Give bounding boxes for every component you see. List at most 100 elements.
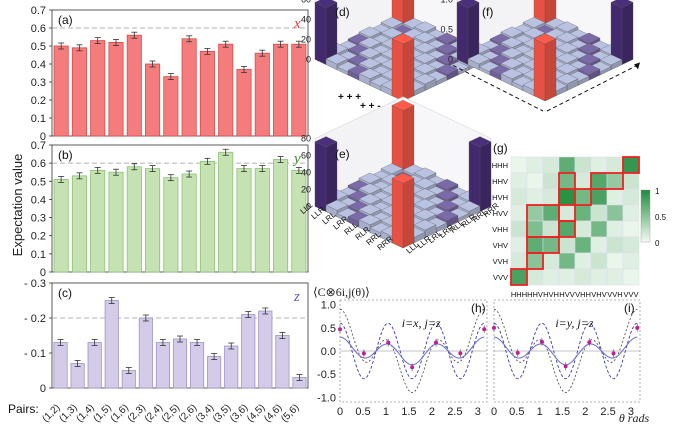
col-label: VHH bbox=[575, 290, 591, 299]
bar3d-top bbox=[413, 198, 437, 210]
y-tick-label: 0.2 bbox=[31, 95, 46, 107]
arrow-head bbox=[634, 62, 640, 70]
y-tick-label: 0 bbox=[40, 267, 46, 279]
heatmap-cell bbox=[558, 156, 576, 174]
y-tick-label: - 0.2 bbox=[24, 313, 46, 325]
bar-panel-a: 0 0.1 0.2 0.3 0.4 0.5 0.6 0.7 (a) x bbox=[31, 5, 309, 143]
bar3d-top bbox=[391, 33, 415, 45]
heatmap-cell bbox=[510, 268, 528, 286]
data-point bbox=[563, 364, 568, 369]
panel-label: (f) bbox=[482, 5, 493, 19]
highlight-box bbox=[510, 268, 528, 286]
correlation-x-label: θ rads bbox=[619, 411, 650, 425]
col-label: HHV bbox=[527, 290, 543, 299]
z-tick-label: 20 bbox=[301, 184, 311, 194]
bar-panel-c: 0 - 0.1 - 0.2 - 0.3 (c) z bbox=[24, 278, 309, 395]
heatmap-cell bbox=[622, 252, 640, 270]
panel-label: (a) bbox=[58, 13, 73, 27]
heatmap-cell bbox=[542, 268, 560, 286]
bar3d-top bbox=[358, 47, 382, 59]
bar3d-top bbox=[610, 0, 634, 8]
bar3d-top bbox=[500, 68, 524, 79]
bar3d-top bbox=[413, 52, 437, 64]
y-tick-label: 0.5 bbox=[31, 176, 46, 188]
bar3d-top bbox=[435, 210, 459, 221]
bar3d-top bbox=[522, 27, 546, 39]
bar3d-top bbox=[555, 21, 579, 33]
col-label: HHH bbox=[511, 290, 527, 299]
bar bbox=[241, 314, 256, 389]
heatmap-cell bbox=[574, 252, 592, 270]
heatmap-cell bbox=[510, 252, 528, 270]
bar3d-top bbox=[413, 42, 437, 53]
bar3d-top bbox=[325, 199, 349, 211]
bar3d-top bbox=[555, 52, 579, 64]
bar bbox=[224, 345, 239, 389]
z-tick-label: 40 bbox=[301, 14, 311, 24]
bar3d-top bbox=[577, 63, 601, 75]
bar bbox=[87, 342, 102, 389]
heatmap-cell bbox=[510, 236, 528, 254]
pair-tick-label: (5,6) bbox=[279, 402, 301, 424]
y-tick-label: -0.5 bbox=[317, 369, 336, 381]
data-point bbox=[410, 365, 415, 370]
data-point bbox=[515, 350, 520, 355]
highlight-box bbox=[558, 172, 576, 222]
bar3d-top bbox=[435, 199, 459, 211]
bar3d-side bbox=[391, 177, 404, 249]
heatmap-cell bbox=[510, 188, 528, 206]
bar3d-top bbox=[413, 188, 437, 200]
heatmap-cell bbox=[574, 236, 592, 254]
panel-label: (b) bbox=[58, 148, 73, 162]
pair-tick-label: (1,5) bbox=[92, 402, 114, 424]
pair-tick-label: (2,4) bbox=[143, 402, 165, 424]
pair-tick-label: (3,5) bbox=[211, 402, 233, 424]
bar3d-top bbox=[358, 68, 382, 79]
correlation-y-label: ⟨C⊗6i,j(θ)⟩ bbox=[313, 285, 370, 299]
heatmap-cell bbox=[590, 188, 608, 206]
pair-tick-label: (3,4) bbox=[194, 402, 216, 424]
heatmap-cell bbox=[606, 188, 624, 206]
y-tick-label: 0.6 bbox=[31, 23, 46, 35]
x-tick-label: 2 bbox=[582, 406, 588, 418]
bar3d-top bbox=[457, 200, 481, 212]
row-label: HVV bbox=[493, 209, 508, 218]
bar bbox=[218, 151, 234, 273]
theory-curve bbox=[493, 322, 638, 380]
bar3d-top bbox=[555, 42, 579, 53]
bar3d-top bbox=[358, 57, 382, 69]
axis-arrow bbox=[546, 64, 638, 112]
x-tick-label: 1.5 bbox=[555, 406, 570, 418]
bar3d-top bbox=[358, 172, 382, 184]
bar3d-top bbox=[577, 43, 601, 54]
heatmap-cell bbox=[526, 252, 544, 270]
x-tick-label: 1.5 bbox=[401, 406, 416, 418]
bar3d-top bbox=[380, 163, 404, 175]
x-tick-label: 2.5 bbox=[600, 406, 615, 418]
bar3d-top bbox=[555, 63, 579, 74]
bar bbox=[163, 177, 179, 273]
colorbar-tick-label: 1 bbox=[655, 187, 660, 196]
bar3d-side bbox=[621, 2, 634, 65]
heatmap-cell bbox=[574, 188, 592, 206]
heatmap-cell bbox=[558, 172, 576, 190]
heatmap-cell bbox=[606, 268, 624, 286]
bar-panel-b: 0 0.1 0.2 0.3 0.4 0.5 0.6 0.7 (b) y bbox=[31, 140, 309, 279]
bar3d-top bbox=[500, 37, 524, 48]
pair-tick-label: (4,5) bbox=[245, 402, 267, 424]
heatmap-cell bbox=[590, 204, 608, 222]
bar3d-top bbox=[435, 178, 459, 190]
bar3d-top bbox=[577, 32, 601, 44]
bar3d-top bbox=[358, 26, 382, 38]
heatmap-cell bbox=[622, 172, 640, 190]
plot-frame bbox=[51, 144, 309, 273]
col-label: VHV bbox=[591, 290, 606, 299]
bar bbox=[199, 51, 215, 137]
bar3d-top bbox=[500, 57, 524, 69]
bar3d-top bbox=[522, 17, 546, 28]
bar3d-top bbox=[413, 167, 437, 179]
data-point bbox=[539, 339, 544, 344]
panel-label: (h) bbox=[471, 301, 486, 315]
correlation-panel-i: 0 0.5 1 1.5 2 2.5 3 (i) i=y, j=z bbox=[491, 299, 641, 418]
bar3d-top bbox=[314, 0, 338, 8]
